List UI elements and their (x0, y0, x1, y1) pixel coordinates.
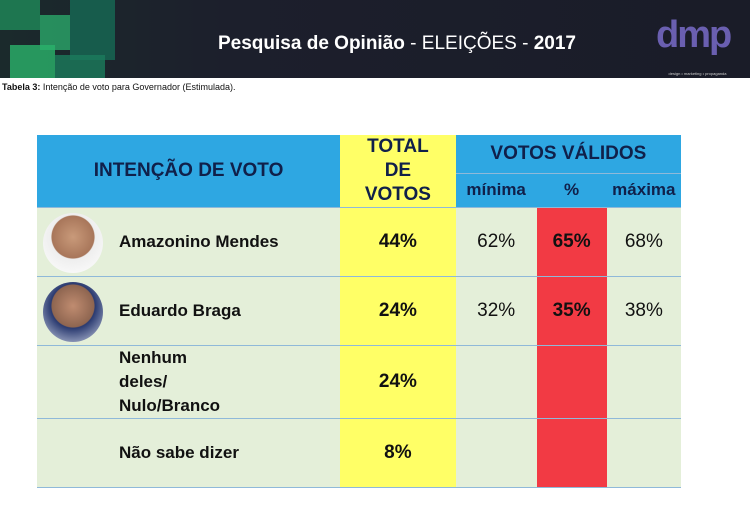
table-row: Amazonino Mendes 44% 62% 65% 68% (37, 207, 681, 277)
maxima-cell (606, 345, 681, 419)
minima-cell: 62% (455, 207, 537, 277)
option-name: Nenhum deles/ Nulo/Branco (119, 348, 221, 415)
total-cell: 8% (340, 418, 456, 488)
table-caption: Tabela 3: Intenção de voto para Governad… (2, 82, 236, 92)
minima-cell (455, 418, 537, 488)
option-name: Não sabe dizer (119, 443, 239, 462)
candidate-photo (43, 213, 103, 273)
header-total: TOTAL DE VOTOS (340, 135, 456, 208)
total-cell: 24% (340, 345, 456, 419)
minima-cell (455, 345, 537, 419)
candidate-name: Amazonino Mendes (119, 232, 279, 251)
pct-cell (536, 418, 607, 488)
header-minima: mínima (455, 173, 537, 209)
pct-cell: 35% (536, 276, 607, 346)
maxima-cell (606, 418, 681, 488)
maxima-cell: 68% (606, 207, 681, 277)
pct-cell (536, 345, 607, 419)
header-maxima: máxima (606, 173, 681, 209)
banner: Pesquisa de Opinião - ELEIÇÕES - 2017 dm… (0, 0, 750, 78)
pct-cell: 65% (536, 207, 607, 277)
candidate-photo (43, 282, 103, 342)
total-cell: 24% (340, 276, 456, 346)
table-row: Nenhum deles/ Nulo/Branco 24% (37, 345, 681, 419)
header-validos: VOTOS VÁLIDOS (455, 135, 681, 174)
table-row: Eduardo Braga 24% 32% 35% 38% (37, 276, 681, 346)
candidate-name: Eduardo Braga (119, 301, 241, 320)
header-pct: % (536, 173, 607, 209)
maxima-cell: 38% (606, 276, 681, 346)
banner-title: Pesquisa de Opinião - ELEIÇÕES - 2017 (218, 33, 576, 54)
header-intencao: INTENÇÃO DE VOTO (37, 135, 341, 208)
minima-cell: 32% (455, 276, 537, 346)
dmp-logo: dmp design • marketing • propaganda (656, 14, 732, 76)
table-row: Não sabe dizer 8% (37, 418, 681, 488)
total-cell: 44% (340, 207, 456, 277)
vote-intention-table: INTENÇÃO DE VOTO TOTAL DE VOTOS VOTOS VÁ… (37, 135, 681, 488)
